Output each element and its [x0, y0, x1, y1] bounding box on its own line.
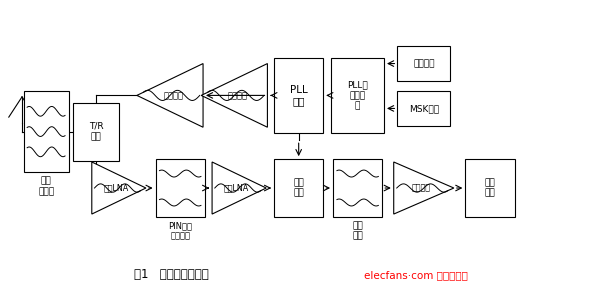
Bar	[398, 91, 450, 126]
Bar	[274, 159, 324, 217]
Bar	[333, 159, 382, 217]
Polygon shape	[202, 63, 268, 127]
Text: elecfans·com 电子发烧友: elecfans·com 电子发烧友	[364, 271, 467, 281]
Bar	[73, 103, 118, 160]
Text: 语音信号: 语音信号	[413, 59, 435, 68]
Polygon shape	[92, 162, 146, 214]
Text: PLL
电路: PLL 电路	[290, 85, 308, 106]
Bar	[155, 159, 205, 217]
Polygon shape	[212, 162, 266, 214]
Bar	[466, 159, 515, 217]
Bar	[24, 91, 69, 172]
Bar	[274, 58, 324, 133]
Text: 谐波
滤波器: 谐波 滤波器	[38, 176, 54, 196]
Bar	[398, 46, 450, 81]
Polygon shape	[394, 162, 454, 214]
Text: 混频
单元: 混频 单元	[293, 178, 304, 198]
Text: 功率驱动: 功率驱动	[228, 91, 248, 100]
Text: 鉴频
输出: 鉴频 输出	[484, 178, 495, 198]
Polygon shape	[137, 63, 203, 127]
Text: T/R
开关: T/R 开关	[89, 122, 103, 141]
Text: PLL参
考频率
源: PLL参 考频率 源	[347, 81, 368, 110]
Text: 中频
滤波: 中频 滤波	[352, 221, 363, 241]
Text: 内部LNA: 内部LNA	[224, 183, 249, 193]
Text: 功率放大: 功率放大	[163, 91, 183, 100]
Text: MSK信号: MSK信号	[409, 104, 439, 113]
Text: PIN开关
滤波器组: PIN开关 滤波器组	[168, 221, 192, 241]
Text: 图1   收发机原理框图: 图1 收发机原理框图	[134, 268, 209, 281]
Text: 中频放大: 中频放大	[412, 183, 430, 193]
Text: 外接LNA: 外接LNA	[104, 183, 129, 193]
Bar	[331, 58, 384, 133]
